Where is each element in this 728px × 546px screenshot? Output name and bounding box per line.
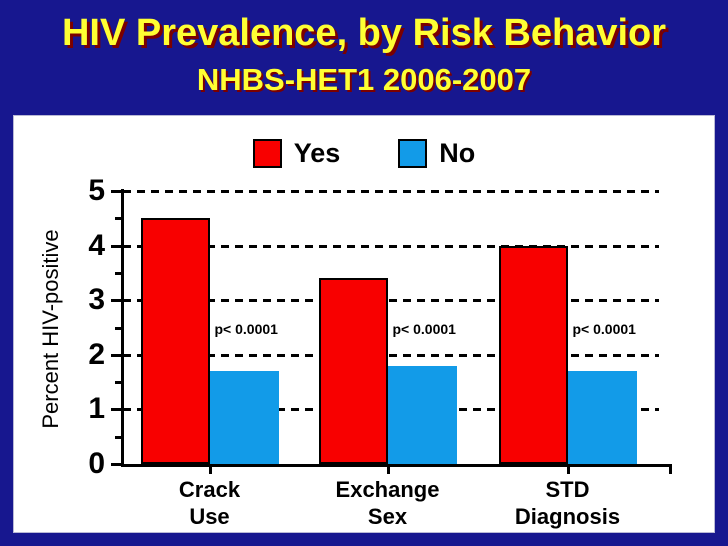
gridline-4	[123, 244, 659, 248]
y-axis-major-tick	[111, 299, 123, 303]
y-axis-minor-tick	[115, 217, 123, 221]
y-axis-major-tick	[111, 353, 123, 357]
legend-label: No	[439, 138, 476, 168]
slide-subtitle: NHBS-HET1 2006-2007	[196, 62, 532, 97]
y-axis-major-tick	[111, 244, 123, 248]
p-value-label: p< 0.0001	[392, 320, 456, 337]
y-tick-label: 0	[88, 447, 105, 480]
gridline-2	[123, 353, 659, 357]
x-axis-end-tick	[669, 464, 672, 474]
x-category-label: Crack Use	[178, 477, 241, 529]
x-axis-line	[121, 464, 672, 467]
chart-legend: Yes No	[14, 138, 714, 169]
x-category-label: Exchange Sex	[335, 477, 440, 529]
legend-item-yes: Yes	[252, 138, 341, 169]
y-tick-label: 2	[88, 337, 105, 371]
y-tick-label: 4	[88, 228, 105, 262]
chart-panel: 0 1 2 3 4 5 Percent HIV-positive p< 0.0001 p< 0.…	[13, 115, 715, 533]
bar-yes-exchange-sex	[318, 278, 388, 464]
y-axis-title: Percent HIV-positive	[38, 228, 63, 429]
bar-yes-crack-use	[140, 218, 210, 464]
gridline-3	[123, 299, 659, 303]
y-axis-major-tick	[111, 408, 123, 412]
y-axis-minor-tick	[115, 435, 123, 439]
p-value-label: p< 0.0001	[214, 320, 278, 337]
x-axis-tick	[208, 464, 212, 474]
legend-item-no: No	[398, 138, 475, 169]
p-value-label: p< 0.0001	[572, 320, 636, 337]
x-category-label: STD Diagnosis	[514, 477, 621, 529]
y-tick-label: 5	[88, 174, 105, 207]
y-tick-label: 3	[88, 283, 105, 317]
bar-no-exchange-sex	[387, 365, 457, 464]
y-axis-minor-tick	[115, 271, 123, 275]
y-axis-major-tick	[111, 463, 123, 466]
x-axis-tick	[566, 464, 570, 474]
y-axis-minor-tick	[115, 381, 123, 385]
y-axis-major-tick	[111, 190, 123, 193]
legend-swatch-yes	[252, 139, 282, 168]
y-axis-minor-tick	[115, 326, 123, 330]
y-tick-label: 1	[88, 392, 105, 426]
bar-yes-std-diagnosis	[498, 245, 568, 464]
x-axis-tick	[386, 464, 390, 474]
slide-title: HIV Prevalence, by Risk Behavior	[61, 12, 667, 54]
bar-no-std-diagnosis	[567, 371, 637, 464]
legend-swatch-no	[398, 139, 428, 168]
legend-label: Yes	[293, 138, 341, 168]
bar-no-crack-use	[209, 371, 279, 464]
bar-chart: 0 1 2 3 4 5 Percent HIV-positive p< 0.0001 p< 0.…	[14, 116, 714, 532]
gridline-5	[123, 190, 659, 193]
